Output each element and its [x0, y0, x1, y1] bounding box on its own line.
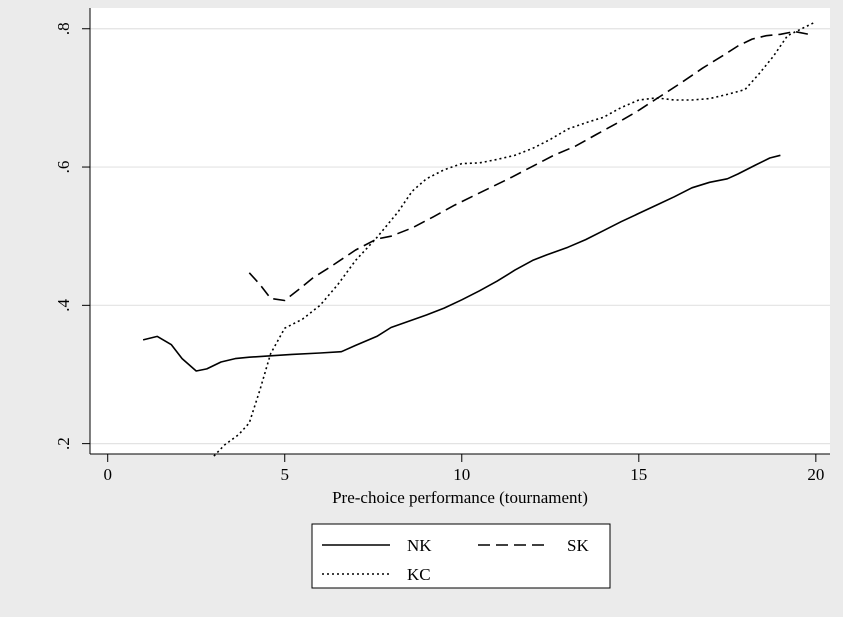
series-layer [142, 21, 817, 457]
grid-lines [90, 28, 830, 445]
legend-label-kc: KC [407, 565, 431, 584]
y-tick-label-1: .4 [54, 298, 73, 311]
x-tick-label-4: 20 [807, 465, 824, 484]
series-line-nk [142, 154, 781, 372]
legend-label-sk: SK [567, 536, 589, 555]
series-line-kc [213, 21, 817, 457]
plot-area [90, 8, 830, 454]
x-tick-label-2: 10 [453, 465, 470, 484]
y-tick-label-2: .6 [54, 161, 73, 174]
axis-ticks: .2 .4 .6 .8 0 5 10 15 20 [54, 22, 824, 484]
series-line-sk [248, 30, 809, 302]
y-tick-label-0: .2 [54, 437, 73, 450]
legend-box [311, 523, 611, 589]
x-tick-label-1: 5 [280, 465, 289, 484]
x-tick-label-0: 0 [103, 465, 112, 484]
x-axis-title: Pre-choice performance (tournament) [332, 488, 588, 507]
legend: NK SK KC [311, 523, 611, 589]
y-tick-label-3: .8 [54, 22, 73, 35]
legend-label-nk: NK [407, 536, 432, 555]
x-tick-label-3: 15 [630, 465, 647, 484]
